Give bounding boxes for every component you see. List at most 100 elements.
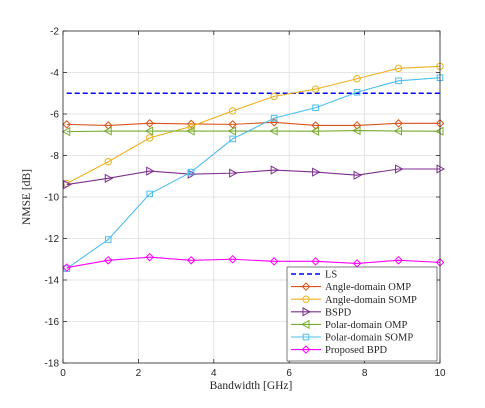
data-point-polar-domain-somp — [104, 236, 112, 243]
legend-item-angle-domain-omp: Angle-domain OMP — [291, 282, 411, 293]
data-point-angle-domain-somp — [104, 158, 112, 166]
legend-label: Angle-domain OMP — [325, 282, 411, 293]
data-point-bspd — [146, 166, 155, 176]
series-line-polar-domain-omp — [66, 130, 441, 133]
data-point-polar-domain-omp — [186, 126, 195, 136]
data-point-polar-domain-somp — [312, 104, 319, 112]
x-tick-label: 4 — [211, 368, 217, 379]
legend-label: Proposed BPD — [325, 345, 388, 356]
data-point-polar-domain-somp — [229, 135, 236, 143]
legend-box — [286, 266, 438, 362]
data-point-angle-domain-somp — [187, 122, 195, 131]
data-point-bspd — [229, 168, 238, 178]
x-tick-label: 2 — [136, 368, 142, 379]
data-point-angle-domain-somp — [311, 85, 320, 93]
data-point-polar-domain-omp — [393, 126, 403, 136]
data-point-polar-domain-somp — [353, 88, 361, 96]
series-layer — [61, 62, 446, 272]
data-point-angle-domain-omp — [186, 119, 196, 129]
legend-item-polar-domain-omp: Polar-domain OMP — [291, 319, 407, 331]
data-point-bspd — [312, 167, 321, 177]
legend-item-ls: LS — [291, 270, 337, 281]
legend-marker — [301, 282, 311, 291]
data-point-proposed-bpd — [186, 255, 196, 265]
legend-item-polar-domain-somp: Polar-domain SOMP — [291, 333, 413, 344]
data-point-angle-domain-somp — [146, 134, 154, 142]
data-point-proposed-bpd — [103, 255, 113, 265]
y-axis-label: NMSE [dB] — [21, 169, 33, 225]
series-polar-domain-omp — [61, 125, 444, 137]
data-point-proposed-bpd — [269, 257, 279, 266]
legend-label: BSPD — [325, 307, 352, 318]
data-point-bspd — [104, 173, 114, 183]
x-tick-label: 0 — [60, 368, 66, 379]
legend-marker — [301, 345, 311, 354]
data-point-angle-domain-somp — [228, 107, 237, 115]
legend-marker — [302, 295, 310, 303]
y-tick-label: -4 — [50, 68, 59, 79]
data-point-polar-domain-omp — [352, 125, 361, 136]
data-point-proposed-bpd — [228, 254, 237, 264]
data-point-bspd — [63, 179, 72, 190]
legend-label: Polar-domain SOMP — [325, 333, 413, 344]
data-point-bspd — [436, 164, 446, 174]
legend-item-proposed-bpd: Proposed BPD — [291, 345, 388, 356]
axis-ticks: 0 2 4 6 8 10 -18 -16 -14 -12 -10 -8 -6 -4 -2 — [45, 27, 446, 380]
y-tick-label: -10 — [45, 193, 60, 204]
series-proposed-bpd — [62, 252, 445, 272]
series-line-proposed-bpd — [66, 256, 441, 269]
data-point-angle-domain-somp — [270, 92, 278, 101]
data-point-bspd — [395, 164, 404, 174]
series-line-angle-domain-omp — [66, 121, 440, 126]
y-tick-label: -12 — [45, 234, 60, 245]
data-point-polar-domain-somp — [270, 114, 278, 122]
data-point-angle-domain-omp — [145, 119, 155, 128]
data-point-polar-domain-omp — [269, 126, 278, 136]
data-point-angle-domain-somp — [353, 75, 361, 83]
series-line-angle-domain-somp — [66, 65, 441, 184]
data-point-angle-domain-somp — [394, 64, 403, 73]
series-line-polar-domain-somp — [66, 77, 441, 270]
y-tick-label: -2 — [50, 27, 59, 38]
data-point-polar-domain-somp — [146, 190, 154, 198]
data-point-proposed-bpd — [394, 255, 403, 265]
series-line-bspd — [66, 168, 440, 186]
data-point-polar-domain-omp — [103, 126, 112, 136]
x-tick-label: 6 — [286, 368, 292, 379]
legend-marker — [302, 333, 310, 341]
x-axis-label: Bandwidth [GHz] — [210, 380, 293, 392]
data-point-proposed-bpd — [311, 257, 320, 266]
data-point-polar-domain-omp — [227, 126, 237, 136]
series-polar-domain-somp — [63, 74, 444, 272]
data-point-proposed-bpd — [145, 252, 155, 262]
data-point-polar-domain-somp — [395, 77, 402, 85]
data-point-angle-domain-omp — [352, 121, 362, 130]
data-point-polar-domain-omp — [61, 126, 71, 137]
legend-marker — [302, 307, 312, 317]
legend-item-bspd: BSPD — [291, 307, 352, 318]
data-point-polar-domain-somp — [187, 168, 195, 176]
legend-item-angle-domain-somp: Angle-domain SOMP — [291, 295, 417, 306]
y-tick-label: -6 — [50, 110, 59, 121]
x-tick-label: 10 — [434, 368, 446, 379]
data-point-angle-domain-omp — [228, 120, 237, 129]
data-point-polar-domain-omp — [144, 126, 154, 136]
data-point-bspd — [270, 165, 280, 175]
y-tick-label: -16 — [45, 317, 60, 328]
data-point-polar-domain-omp — [310, 126, 320, 136]
legend-label: LS — [325, 270, 337, 281]
y-tick-label: -14 — [45, 276, 60, 287]
data-point-angle-domain-omp — [394, 119, 403, 128]
y-tick-label: -8 — [50, 151, 59, 162]
data-point-proposed-bpd — [62, 263, 72, 272]
x-tick-label: 8 — [362, 368, 368, 379]
legend-marker — [300, 319, 310, 330]
data-point-polar-domain-omp — [434, 126, 444, 136]
legend-label: Angle-domain SOMP — [325, 295, 417, 306]
series-bspd — [63, 164, 446, 190]
data-point-bspd — [353, 170, 363, 180]
data-point-angle-domain-omp — [62, 120, 72, 129]
y-tick-label: -18 — [45, 359, 60, 370]
